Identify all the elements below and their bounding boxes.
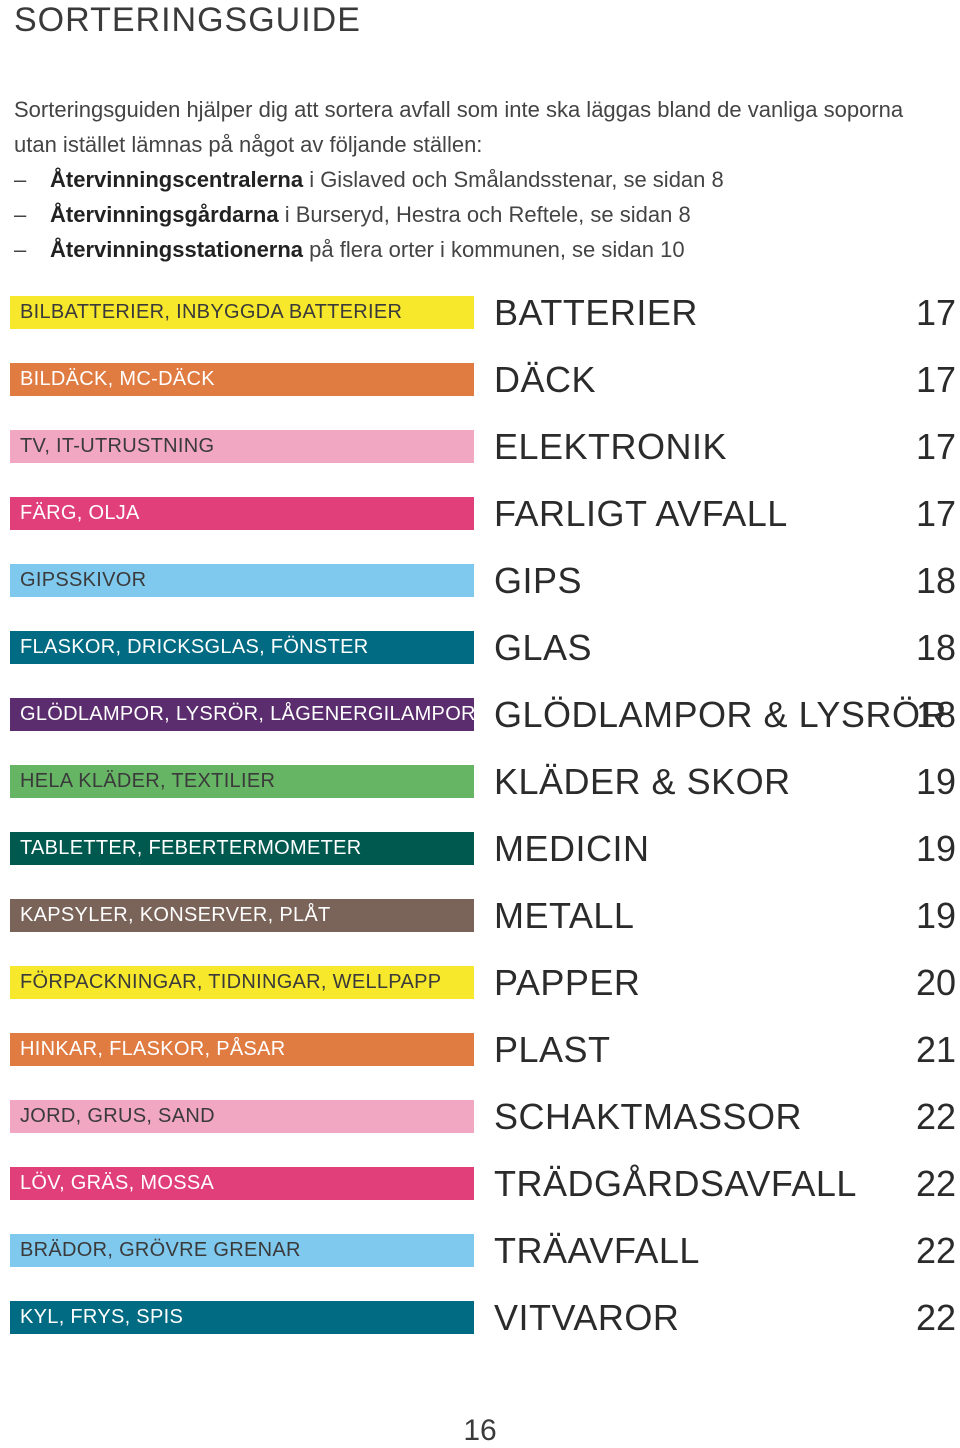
category-name: TRÄAVFALL — [494, 1230, 700, 1271]
category-name: PAPPER — [494, 962, 641, 1003]
category-page-number: 17 — [915, 292, 956, 333]
index-row: FÖRPACKNINGAR, TIDNINGAR, WELLPAPP PAPPER… — [0, 964, 960, 1031]
bullet-dash: – — [14, 167, 27, 192]
color-label-bar: FLASKOR, DRICKSGLAS, FÖNSTER — [10, 631, 474, 664]
category-name: BATTERIER — [494, 292, 698, 333]
category-name: GIPS — [494, 560, 583, 601]
color-label-bar: HINKAR, FLASKOR, PÅSAR — [10, 1033, 474, 1066]
category-name: METALL — [494, 895, 635, 936]
category-name: FARLIGT AVFALL — [494, 493, 788, 534]
index-row: LÖV, GRÄS, MOSSA TRÄDGÅRDSAVFALL 22 — [0, 1165, 960, 1232]
category-page-number: 22 — [915, 1163, 956, 1204]
bullet-item: – Återvinningsstationerna på flera orter… — [14, 232, 944, 267]
color-label-bar: BILBATTERIER, INBYGGDA BATTERIER — [10, 296, 474, 329]
color-label-bar: BILDÄCK, MC-DÄCK — [10, 363, 474, 396]
page-number: 16 — [463, 1414, 497, 1447]
bullet-rest: på flera orter i kommunen, se sidan 10 — [303, 237, 685, 262]
index-row: KAPSYLER, KONSERVER, PLÅT METALL 19 — [0, 897, 960, 964]
intro-section: Sorteringsguiden hjälper dig att sortera… — [14, 92, 944, 267]
category-page-number: 22 — [915, 1230, 956, 1271]
bullet-rest: i Burseryd, Hestra och Reftele, se sidan… — [278, 202, 691, 227]
index-row: GIPSSKIVOR GIPS 18 — [0, 562, 960, 629]
color-label-bar: TABLETTER, FEBERTERMOMETER — [10, 832, 474, 865]
index-row: KYL, FRYS, SPIS VITVAROR 22 — [0, 1299, 960, 1366]
category-name: TRÄDGÅRDSAVFALL — [494, 1163, 857, 1204]
index-row: HINKAR, FLASKOR, PÅSAR PLAST 21 — [0, 1031, 960, 1098]
category-page-number: 20 — [915, 962, 956, 1003]
color-label-bar: KYL, FRYS, SPIS — [10, 1301, 474, 1334]
category-page-number: 17 — [915, 493, 956, 534]
category-name: KLÄDER & SKOR — [494, 761, 791, 802]
category-page-number: 19 — [915, 828, 956, 869]
category-page-number: 18 — [915, 694, 956, 735]
color-label-bar: GIPSSKIVOR — [10, 564, 474, 597]
color-label-bar: GLÖDLAMPOR, LYSRÖR, LÅGENERGILAMPOR — [10, 698, 474, 731]
index-row: BILDÄCK, MC-DÄCK DÄCK 17 — [0, 361, 960, 428]
category-page-number: 21 — [915, 1029, 956, 1070]
category-page-number: 22 — [915, 1096, 956, 1137]
page-title: SORTERINGSGUIDE — [14, 1, 361, 39]
color-label-bar: BRÄDOR, GRÖVRE GRENAR — [10, 1234, 474, 1267]
index-row: TV, IT-UTRUSTNING ELEKTRONIK 17 — [0, 428, 960, 495]
intro-text: Sorteringsguiden hjälper dig att sortera… — [14, 97, 904, 157]
category-page-number: 18 — [915, 560, 956, 601]
index-row: HELA KLÄDER, TEXTILIER KLÄDER & SKOR 19 — [0, 763, 960, 830]
category-page-number: 19 — [915, 761, 956, 802]
category-page-number: 17 — [915, 359, 956, 400]
category-name: MEDICIN — [494, 828, 650, 869]
color-label-bar: JORD, GRUS, SAND — [10, 1100, 474, 1133]
bullet-bold: Återvinningsstationerna — [50, 237, 304, 262]
category-page-number: 18 — [915, 627, 956, 668]
color-label-bar: KAPSYLER, KONSERVER, PLÅT — [10, 899, 474, 932]
bullet-bold: Återvinningsgårdarna — [50, 202, 279, 227]
index-row: FLASKOR, DRICKSGLAS, FÖNSTER GLAS 18 — [0, 629, 960, 696]
bullet-dash: – — [14, 202, 27, 227]
category-name: SCHAKTMASSOR — [494, 1096, 803, 1137]
index-row: BILBATTERIER, INBYGGDA BATTERIER BATTERIE… — [0, 294, 960, 361]
index-row: GLÖDLAMPOR, LYSRÖR, LÅGENERGILAMPOR GLÖDL… — [0, 696, 960, 763]
category-page-number: 19 — [915, 895, 956, 936]
index-row: FÄRG, OLJA FARLIGT AVFALL 17 — [0, 495, 960, 562]
color-label-bar: TV, IT-UTRUSTNING — [10, 430, 474, 463]
bullet-dash: – — [14, 237, 27, 262]
bullet-bold: Återvinningscentralerna — [50, 167, 304, 192]
category-page-number: 22 — [915, 1297, 956, 1338]
category-page-number: 17 — [915, 426, 956, 467]
category-name: DÄCK — [494, 359, 597, 400]
category-name: GLAS — [494, 627, 593, 668]
index-row: JORD, GRUS, SAND SCHAKTMASSOR 22 — [0, 1098, 960, 1165]
bullet-item: – Återvinningsgårdarna i Burseryd, Hestr… — [14, 197, 944, 232]
category-name: VITVAROR — [494, 1297, 680, 1338]
color-label-bar: LÖV, GRÄS, MOSSA — [10, 1167, 474, 1200]
bullet-rest: i Gislaved och Smålandsstenar, se sidan … — [303, 167, 724, 192]
color-label-bar: FÖRPACKNINGAR, TIDNINGAR, WELLPAPP — [10, 966, 474, 999]
bullet-item: – Återvinningscentralerna i Gislaved och… — [14, 162, 944, 197]
category-name: GLÖDLAMPOR & LYSRÖR — [494, 694, 947, 735]
category-name: ELEKTRONIK — [494, 426, 728, 467]
color-label-bar: FÄRG, OLJA — [10, 497, 474, 530]
index-row: TABLETTER, FEBERTERMOMETER MEDICIN 19 — [0, 830, 960, 897]
index-row: BRÄDOR, GRÖVRE GRENAR TRÄAVFALL 22 — [0, 1232, 960, 1299]
category-name: PLAST — [494, 1029, 611, 1070]
color-label-bar: HELA KLÄDER, TEXTILIER — [10, 765, 474, 798]
